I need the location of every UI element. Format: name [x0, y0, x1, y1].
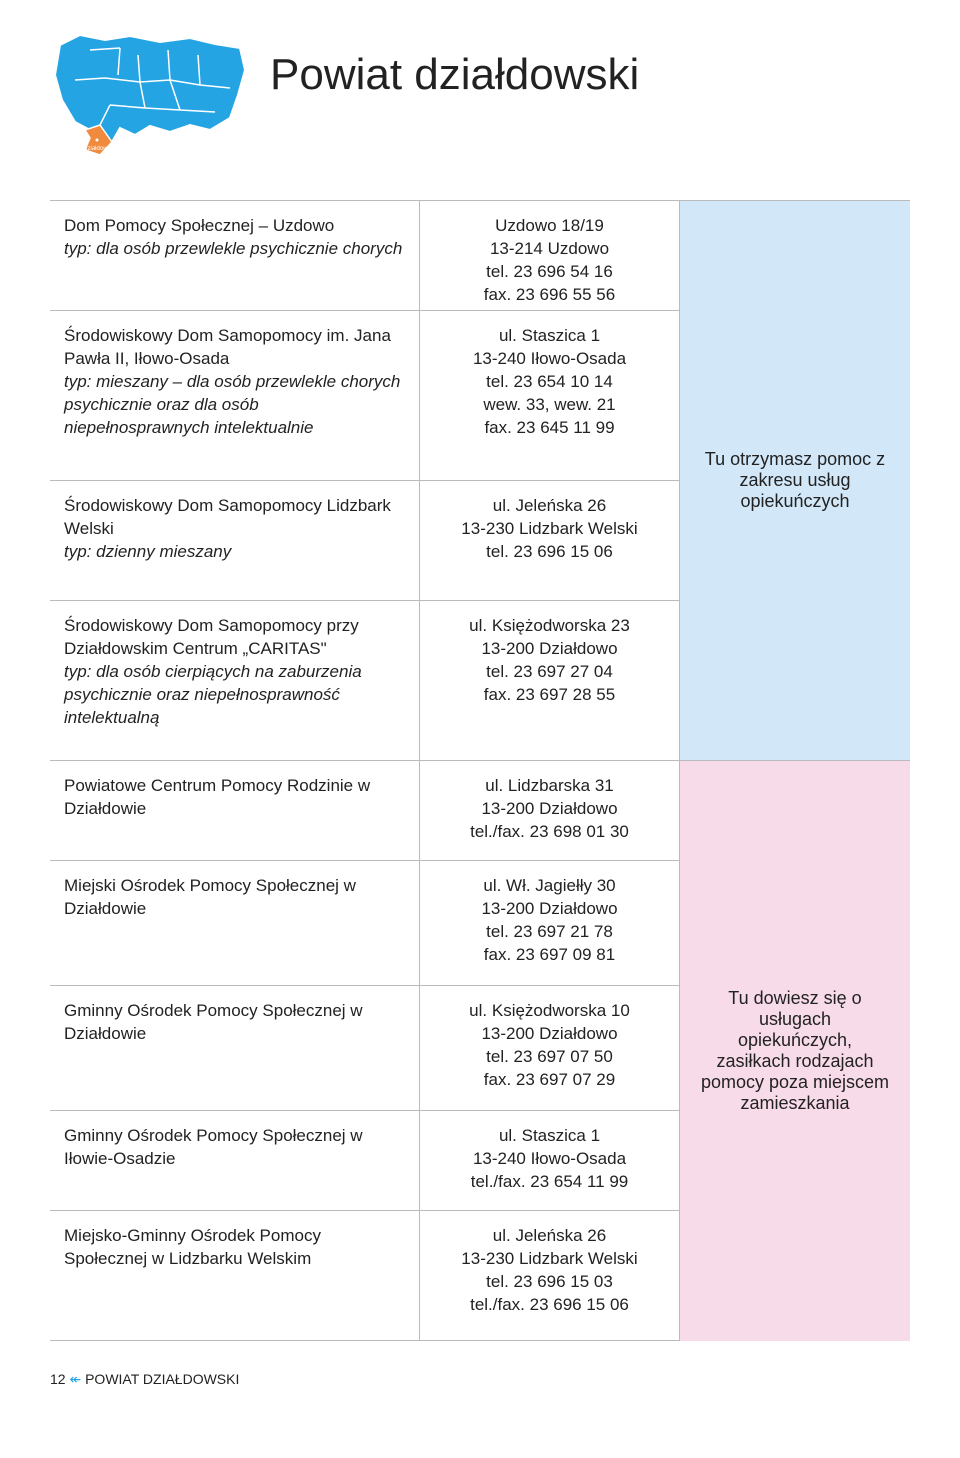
- directory-table: Dom Pomocy Społecznej – Uzdowo typ: dla …: [50, 200, 910, 1341]
- institution-name: Gminny Ośrodek Pomocy Społecznej w Dział…: [64, 1000, 405, 1046]
- contact-cell: ul. Staszica 113-240 Iłowo-Osadatel./fax…: [420, 1111, 680, 1211]
- page-footer: 12 ↞ POWIAT DZIAŁDOWSKI: [50, 1371, 910, 1388]
- contact-text: Uzdowo 18/1913-214 Uzdowotel. 23 696 54 …: [484, 216, 615, 304]
- category-label: Tu dowiesz się o usługach opiekuńczych, …: [700, 988, 890, 1114]
- contact-cell: ul. Wł. Jagiełły 3013-200 Działdowotel. …: [420, 861, 680, 986]
- category-label: Tu otrzymasz pomoc z zakresu usług opiek…: [700, 449, 890, 512]
- contact-cell: ul. Staszica 113-240 Iłowo-Osadatel. 23 …: [420, 311, 680, 481]
- contact-text: ul. Jeleńska 2613-230 Lidzbark Welskitel…: [461, 1226, 637, 1314]
- contact-text: ul. Staszica 113-240 Iłowo-Osadatel. 23 …: [473, 326, 626, 437]
- contact-text: ul. Księżodworska 1013-200 Działdowotel.…: [469, 1001, 630, 1089]
- institution-name: Gminny Ośrodek Pomocy Społecznej w Iłowi…: [64, 1125, 405, 1171]
- page-number: 12: [50, 1371, 66, 1387]
- institution-name: Miejski Ośrodek Pomocy Społecznej w Dzia…: [64, 875, 405, 921]
- table-row: Gminny Ośrodek Pomocy Społecznej w Iłowi…: [50, 1111, 420, 1211]
- institution-type: typ: dla osób przewlekle psychicznie cho…: [64, 238, 405, 261]
- institution-name: Miejsko-Gminny Ośrodek Pomocy Społecznej…: [64, 1225, 405, 1271]
- contact-text: ul. Wł. Jagiełły 3013-200 Działdowotel. …: [481, 876, 617, 964]
- table-row: Środowiskowy Dom Samopomocy Lidzbark Wel…: [50, 481, 420, 601]
- contact-text: ul. Księżodworska 2313-200 Działdowotel.…: [469, 616, 630, 704]
- institution-name: Środowiskowy Dom Samopomocy przy Działdo…: [64, 615, 405, 661]
- arrow-icon: ↞: [69, 1371, 81, 1387]
- contact-cell: Uzdowo 18/1913-214 Uzdowotel. 23 696 54 …: [420, 201, 680, 311]
- contact-cell: ul. Jeleńska 2613-230 Lidzbark Welskitel…: [420, 481, 680, 601]
- contact-cell: ul. Księżodworska 1013-200 Działdowotel.…: [420, 986, 680, 1111]
- table-row: Gminny Ośrodek Pomocy Społecznej w Dział…: [50, 986, 420, 1111]
- table-row: Dom Pomocy Społecznej – Uzdowo typ: dla …: [50, 201, 420, 311]
- contact-text: ul. Lidzbarska 3113-200 Działdowotel./fa…: [470, 776, 629, 841]
- table-row: Środowiskowy Dom Samopomocy przy Działdo…: [50, 601, 420, 761]
- col-contact: Uzdowo 18/1913-214 Uzdowotel. 23 696 54 …: [420, 201, 680, 1341]
- institution-name: Środowiskowy Dom Samopomocy Lidzbark Wel…: [64, 495, 405, 541]
- col-institutions: Dom Pomocy Społecznej – Uzdowo typ: dla …: [50, 201, 420, 1341]
- contact-text: ul. Jeleńska 2613-230 Lidzbark Welskitel…: [461, 496, 637, 561]
- contact-text: ul. Staszica 113-240 Iłowo-Osadatel./fax…: [471, 1126, 629, 1191]
- page-header: Działdowo Powiat działdowski: [50, 30, 910, 170]
- map-label: Działdowo: [83, 146, 111, 152]
- contact-cell: ul. Księżodworska 2313-200 Działdowotel.…: [420, 601, 680, 761]
- contact-cell: ul. Jeleńska 2613-230 Lidzbark Welskitel…: [420, 1211, 680, 1341]
- institution-name: Dom Pomocy Społecznej – Uzdowo: [64, 215, 405, 238]
- region-map: Działdowo: [50, 30, 250, 170]
- table-row: Miejski Ośrodek Pomocy Społecznej w Dzia…: [50, 861, 420, 986]
- institution-type: typ: mieszany – dla osób przewlekle chor…: [64, 371, 405, 440]
- category-other-help: Tu dowiesz się o usługach opiekuńczych, …: [680, 761, 910, 1341]
- institution-type: typ: dla osób cierpiących na zaburzenia …: [64, 661, 405, 730]
- table-row: Powiatowe Centrum Pomocy Rodzinie w Dzia…: [50, 761, 420, 861]
- institution-name: Środowiskowy Dom Samopomocy im. Jana Paw…: [64, 325, 405, 371]
- table-row: Miejsko-Gminny Ośrodek Pomocy Społecznej…: [50, 1211, 420, 1341]
- page-title: Powiat działdowski: [270, 30, 639, 100]
- footer-label: POWIAT DZIAŁDOWSKI: [85, 1371, 239, 1387]
- institution-name: Powiatowe Centrum Pomocy Rodzinie w Dzia…: [64, 775, 405, 821]
- col-category: Tu otrzymasz pomoc z zakresu usług opiek…: [680, 201, 910, 1341]
- table-row: Środowiskowy Dom Samopomocy im. Jana Paw…: [50, 311, 420, 481]
- category-care-services: Tu otrzymasz pomoc z zakresu usług opiek…: [680, 201, 910, 761]
- contact-cell: ul. Lidzbarska 3113-200 Działdowotel./fa…: [420, 761, 680, 861]
- institution-type: typ: dzienny mieszany: [64, 541, 405, 564]
